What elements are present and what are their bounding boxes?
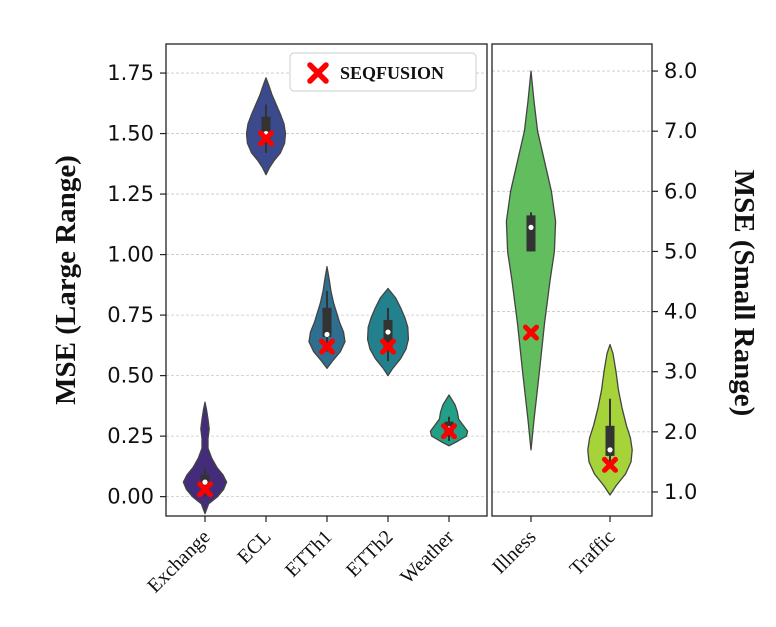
left-y-tick-label: 1.50: [107, 122, 154, 146]
violin-exchange: [182, 401, 228, 515]
right-y-ticks: 1.0 2.0 3.0 4.0 5.0 6.0 7.0 8.0: [652, 59, 697, 504]
right-y-tick-label: 2.0: [664, 420, 697, 444]
median-etth2: [385, 329, 391, 335]
right-y-tick-label: 4.0: [664, 300, 697, 324]
right-panel-frame: [491, 43, 653, 517]
median-illness: [528, 224, 534, 230]
left-y-tick-label: 1.00: [107, 243, 154, 267]
left-y-axis-title: MSE (Large Range): [50, 155, 82, 405]
iqr-box-illness: [526, 215, 536, 252]
iqr-box-ecl: [261, 116, 271, 144]
left-y-ticks: 0.00 0.25 0.50 0.75 1.00 1.25 1.50 1.75: [107, 61, 166, 509]
left-y-tick-label: 0.00: [107, 485, 154, 509]
seqfusion-marker-ecl: [258, 130, 274, 147]
left-y-tick-label: 0.25: [107, 424, 154, 448]
left-y-tick-label: 0.50: [107, 364, 154, 388]
seqfusion-marker-illness: [523, 324, 539, 341]
left-y-tick-label: 1.25: [107, 182, 154, 206]
seqfusion-marker-weather: [441, 423, 457, 440]
legend-x-marker: [307, 62, 329, 84]
right-y-tick-label: 3.0: [664, 360, 697, 384]
right-y-axis-title: MSE (Small Range): [728, 170, 760, 417]
right-y-tick-label: 6.0: [664, 179, 697, 203]
right-y-tick-label: 8.0: [664, 59, 697, 83]
right-y-tick-label: 1.0: [664, 480, 697, 504]
violin-illness: [505, 70, 557, 451]
left-y-tick-label: 1.75: [107, 61, 154, 85]
iqr-box-traffic: [605, 425, 615, 456]
legend-box: [289, 52, 477, 92]
legend-label: SEQFUSION: [340, 63, 444, 83]
seqfusion-marker-etth2: [380, 338, 396, 355]
right-y-tick-label: 5.0: [664, 239, 697, 263]
seqfusion-marker-exchange: [197, 481, 213, 498]
median-traffic: [607, 447, 613, 453]
legend: SEQFUSION: [289, 52, 477, 92]
right-violins: [505, 70, 633, 496]
legend-x-marker-shape: [307, 62, 329, 84]
seqfusion-marker-etth1: [319, 338, 335, 355]
right-y-tick-label: 7.0: [664, 119, 697, 143]
median-etth1: [324, 331, 330, 338]
iqr-box-etth1: [322, 307, 332, 337]
median-exchange: [202, 479, 208, 485]
seqfusion-marker-traffic: [602, 456, 618, 473]
left-violins: [182, 77, 469, 515]
left-y-tick-label: 0.75: [107, 303, 154, 327]
